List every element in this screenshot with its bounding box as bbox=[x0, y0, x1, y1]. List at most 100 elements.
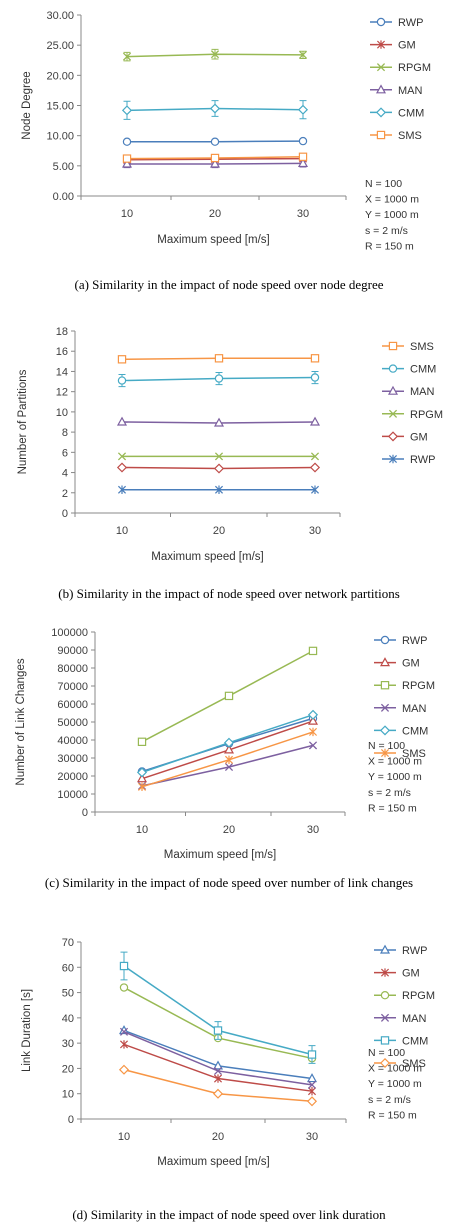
x-tick-label: 20 bbox=[212, 1131, 224, 1143]
y-tick-label: 12 bbox=[56, 387, 68, 399]
y-tick-label: 5.00 bbox=[53, 161, 74, 173]
y-tick-label: 60 bbox=[62, 962, 74, 974]
data-point-cmm bbox=[213, 1026, 223, 1035]
data-point-sms bbox=[122, 154, 132, 163]
data-point-rwp bbox=[122, 137, 132, 146]
legend-swatch-marker bbox=[380, 968, 390, 977]
legend-swatch-marker bbox=[376, 17, 386, 27]
data-point-rpgm bbox=[117, 452, 127, 461]
y-tick-label: 10 bbox=[56, 407, 68, 419]
data-point-cmm bbox=[214, 374, 224, 383]
data-point-man bbox=[119, 1027, 129, 1036]
parameter-text: X = 1000 m bbox=[368, 1063, 422, 1075]
legend-swatch-marker bbox=[388, 364, 398, 373]
x-tick-label: 30 bbox=[297, 208, 309, 220]
data-point-cmm bbox=[307, 709, 319, 720]
legend-swatch-marker bbox=[376, 63, 386, 72]
parameter-text: s = 2 m/s bbox=[368, 787, 411, 799]
legend-swatch-marker bbox=[387, 385, 399, 395]
legend-swatch-marker bbox=[388, 409, 398, 418]
y-tick-label: 50 bbox=[62, 988, 74, 1000]
y-tick-label: 10.00 bbox=[46, 131, 74, 143]
y-tick-label: 30000 bbox=[57, 753, 88, 765]
legend-entry-rpgm: RPGM bbox=[410, 409, 443, 421]
y-tick-label: 0 bbox=[82, 807, 88, 819]
y-tick-label: 70 bbox=[62, 937, 74, 949]
x-tick-label: 30 bbox=[306, 1131, 318, 1143]
data-point-rpgm bbox=[214, 452, 224, 461]
y-axis-label: Link Duration [s] bbox=[21, 989, 33, 1072]
legend-entry-man: MAN bbox=[402, 1013, 427, 1025]
data-point-rwp bbox=[310, 485, 320, 494]
data-point-gm bbox=[223, 744, 235, 754]
legend-entry-rwp: RWP bbox=[410, 454, 435, 466]
parameter-text: s = 2 m/s bbox=[368, 1094, 411, 1106]
data-point-gm bbox=[136, 773, 148, 783]
legend-swatch-marker bbox=[380, 1013, 390, 1022]
data-point-rpgm bbox=[308, 646, 318, 656]
data-point-rwp bbox=[212, 1060, 224, 1070]
legend-swatch-marker bbox=[376, 130, 386, 140]
y-tick-label: 20.00 bbox=[46, 70, 74, 82]
y-tick-label: 40000 bbox=[57, 735, 88, 747]
legend-entry-gm: GM bbox=[402, 968, 420, 980]
parameter-text: Y = 1000 m bbox=[368, 771, 422, 783]
x-tick-label: 10 bbox=[136, 824, 148, 836]
y-tick-label: 25.00 bbox=[46, 40, 74, 52]
y-tick-label: 16 bbox=[56, 346, 68, 358]
y-axis-label: Number of Partitions bbox=[17, 369, 29, 474]
chart-panel-4: 0 10 20 30 40 50 60 70 10 20 30 Maximum speed [m/s]… bbox=[21, 937, 435, 1222]
y-tick-label: 10 bbox=[62, 1089, 74, 1101]
y-tick-label: 18 bbox=[56, 326, 68, 338]
data-point-man bbox=[297, 157, 309, 168]
parameter-text: N = 100 bbox=[368, 1047, 405, 1059]
data-point-sms bbox=[310, 354, 320, 363]
data-point-sms bbox=[118, 1064, 130, 1075]
parameter-text: R = 150 m bbox=[368, 1109, 417, 1121]
data-point-rpgm bbox=[310, 452, 320, 461]
parameter-text: R = 150 m bbox=[368, 802, 417, 814]
legend-swatch-marker bbox=[379, 657, 391, 667]
data-point-cmm bbox=[119, 961, 129, 971]
data-point-man bbox=[121, 158, 133, 168]
chart-panel-3: 0 10000 20000 30000 40000 50000 60000 70000 8000… bbox=[15, 627, 435, 890]
data-point-sms bbox=[210, 153, 220, 163]
legend-entry-man: MAN bbox=[398, 85, 423, 97]
legend-entry-sms: SMS bbox=[410, 341, 434, 353]
figure-caption: (d) Similarity in the impact of node spe… bbox=[72, 1207, 386, 1222]
data-point-cmm bbox=[121, 105, 133, 116]
legend-entry-cmm: CMM bbox=[398, 107, 424, 119]
x-axis-label: Maximum speed [m/s] bbox=[157, 234, 269, 246]
data-point-sms bbox=[308, 727, 318, 737]
data-point-man bbox=[116, 416, 128, 426]
legend-swatch-marker bbox=[387, 431, 399, 442]
chart-panel-1: 0.00 5.00 10.00 15.00 20.00 25.00 30.00 10 20 30 M… bbox=[21, 10, 431, 292]
y-tick-label: 2 bbox=[62, 488, 68, 500]
data-point-gm bbox=[116, 462, 128, 473]
legend-entry-rpgm: RPGM bbox=[402, 990, 435, 1002]
legend-swatch-marker bbox=[380, 703, 390, 712]
legend-entry-cmm: CMM bbox=[402, 1035, 428, 1047]
y-tick-label: 0 bbox=[68, 1114, 74, 1126]
y-tick-label: 80000 bbox=[57, 663, 88, 675]
y-tick-label: 8 bbox=[62, 427, 68, 439]
data-point-rpgm bbox=[210, 50, 220, 59]
parameter-text: N = 100 bbox=[368, 740, 405, 752]
data-point-rwp bbox=[117, 485, 127, 494]
x-tick-label: 20 bbox=[209, 208, 221, 220]
legend-entry-sms: SMS bbox=[398, 130, 422, 142]
parameter-text: X = 1000 m bbox=[368, 756, 422, 768]
y-tick-label: 30 bbox=[62, 1038, 74, 1050]
y-tick-label: 4 bbox=[62, 468, 68, 480]
legend-entry-sms: SMS bbox=[402, 748, 426, 760]
data-point-sms bbox=[212, 1088, 224, 1099]
x-tick-label: 30 bbox=[307, 824, 319, 836]
legend-swatch-marker bbox=[380, 680, 390, 690]
parameter-text: s = 2 m/s bbox=[365, 225, 408, 237]
legend-entry-rwp: RWP bbox=[402, 945, 427, 957]
legend-swatch-marker bbox=[388, 341, 398, 351]
x-tick-label: 20 bbox=[223, 824, 235, 836]
x-tick-label: 10 bbox=[118, 1131, 130, 1143]
data-point-man bbox=[213, 1066, 223, 1076]
